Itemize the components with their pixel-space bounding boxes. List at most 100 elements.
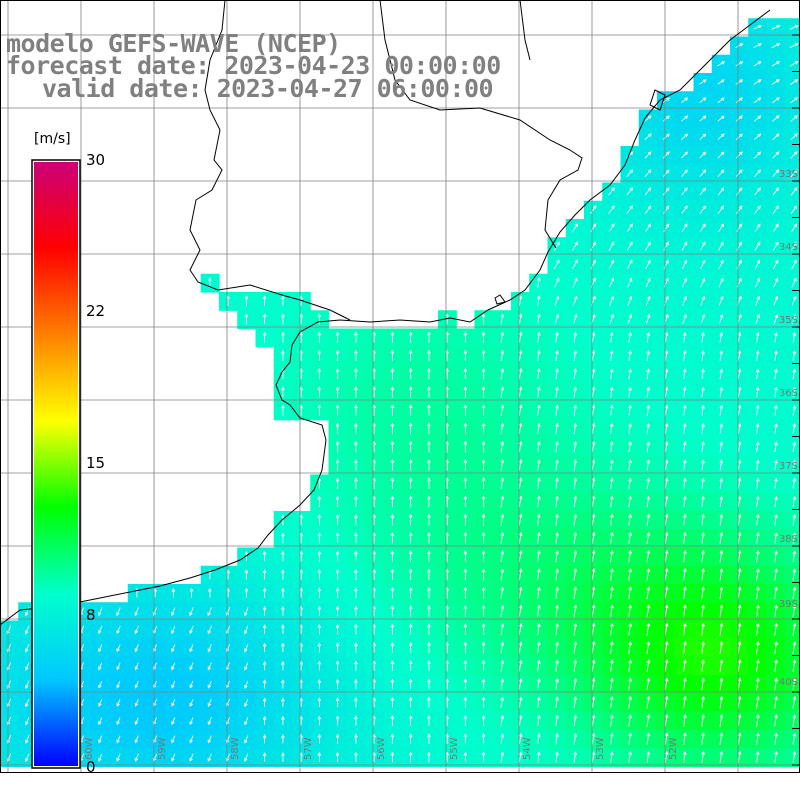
wind-arrow bbox=[681, 133, 689, 140]
wind-arrow bbox=[518, 568, 523, 581]
wind-arrow bbox=[573, 459, 578, 471]
wind-arrow bbox=[463, 422, 468, 435]
wind-arrow bbox=[610, 549, 614, 563]
wind-arrow bbox=[772, 97, 780, 104]
wind-arrow bbox=[500, 477, 505, 490]
wind-arrow bbox=[699, 97, 707, 104]
wind-arrow bbox=[756, 568, 760, 581]
wind-arrow bbox=[774, 423, 778, 434]
wind-speed-cell bbox=[784, 182, 800, 202]
wind-arrow bbox=[536, 331, 541, 343]
wind-arrow bbox=[610, 604, 614, 618]
wind-arrow bbox=[518, 659, 523, 672]
wind-arrow bbox=[537, 604, 541, 618]
wind-arrow bbox=[735, 97, 744, 104]
wind-arrow bbox=[390, 678, 395, 690]
wind-arrow bbox=[628, 422, 632, 434]
wind-arrow bbox=[792, 423, 797, 434]
wind-arrow bbox=[354, 587, 358, 599]
wind-arrow bbox=[792, 495, 797, 507]
wind-arrow bbox=[281, 569, 285, 580]
wind-arrow bbox=[518, 513, 523, 526]
wind-arrow bbox=[754, 241, 761, 251]
wind-arrow bbox=[427, 422, 431, 435]
wind-arrow bbox=[790, 97, 799, 104]
wind-arrow bbox=[555, 696, 559, 709]
wind-arrow bbox=[354, 514, 358, 526]
colorbar-tick-15: 15 bbox=[86, 454, 106, 472]
wind-arrow bbox=[628, 531, 632, 545]
colorbar bbox=[34, 162, 78, 766]
wind-speed-cell bbox=[784, 419, 800, 439]
wind-arrow bbox=[463, 641, 468, 654]
wind-arrow bbox=[792, 350, 797, 361]
wind-arrow bbox=[610, 714, 614, 727]
wind-arrow bbox=[774, 477, 778, 489]
lat-label-40s: 40S bbox=[778, 677, 798, 688]
wind-arrow bbox=[573, 586, 578, 599]
wind-arrow bbox=[518, 495, 523, 508]
wind-arrow bbox=[626, 241, 633, 251]
wind-arrow bbox=[500, 696, 505, 708]
wind-arrow bbox=[755, 295, 760, 306]
wind-arrow bbox=[792, 477, 797, 489]
wind-arrow bbox=[518, 459, 523, 471]
wind-arrow bbox=[719, 732, 724, 745]
wind-arrow bbox=[664, 386, 669, 398]
wind-arrow bbox=[335, 514, 340, 526]
wind-arrow bbox=[555, 622, 559, 636]
wind-arrow bbox=[262, 624, 267, 634]
wind-arrow bbox=[628, 459, 632, 471]
wind-arrow bbox=[518, 422, 523, 435]
wind-arrow bbox=[537, 659, 541, 672]
wind-arrow bbox=[646, 751, 651, 763]
wind-arrow bbox=[646, 549, 651, 563]
wind-arrow bbox=[737, 350, 742, 361]
wind-speed-cell bbox=[675, 91, 695, 111]
wind-arrow bbox=[134, 625, 139, 635]
wind-arrow bbox=[774, 331, 778, 343]
wind-arrow bbox=[591, 640, 596, 654]
wind-arrow bbox=[717, 79, 725, 85]
wind-arrow bbox=[537, 586, 541, 599]
wind-arrow bbox=[354, 386, 358, 398]
wind-arrow bbox=[773, 295, 779, 306]
wind-arrow bbox=[628, 695, 632, 709]
wind-speed-cell bbox=[784, 127, 800, 147]
wind-arrow bbox=[701, 567, 706, 581]
wind-arrow bbox=[463, 623, 468, 635]
wind-arrow bbox=[719, 459, 724, 471]
wind-arrow bbox=[317, 313, 322, 325]
wind-arrow bbox=[408, 586, 413, 599]
wind-arrow bbox=[591, 513, 596, 526]
wind-arrow bbox=[773, 259, 779, 270]
wind-arrow bbox=[573, 386, 578, 398]
wind-arrow bbox=[628, 386, 632, 398]
wind-arrow bbox=[390, 568, 395, 581]
wind-speed-cell bbox=[784, 730, 800, 749]
wind-arrow bbox=[537, 550, 541, 563]
wind-arrow bbox=[171, 607, 176, 617]
wind-speed-cell bbox=[784, 273, 800, 293]
wind-arrow bbox=[737, 477, 742, 489]
wind-arrow bbox=[664, 714, 669, 727]
wind-arrow bbox=[792, 404, 797, 416]
wind-arrow bbox=[481, 678, 486, 690]
wind-arrow bbox=[408, 605, 413, 617]
wind-arrow bbox=[737, 750, 742, 763]
wind-arrow bbox=[281, 642, 285, 653]
wind-arrow bbox=[427, 477, 431, 489]
wind-arrow bbox=[756, 677, 760, 691]
wind-arrow bbox=[646, 477, 651, 489]
wind-arrow bbox=[518, 532, 523, 544]
wind-arrow bbox=[335, 422, 340, 435]
wind-arrow bbox=[481, 422, 486, 435]
wind-arrow bbox=[427, 733, 431, 744]
wind-arrow bbox=[390, 513, 395, 526]
wind-arrow bbox=[664, 495, 669, 508]
wind-arrow bbox=[481, 313, 486, 325]
wind-arrow bbox=[646, 386, 651, 398]
wind-arrow bbox=[774, 677, 779, 691]
wind-arrow bbox=[536, 276, 541, 288]
wind-arrow bbox=[791, 277, 797, 288]
